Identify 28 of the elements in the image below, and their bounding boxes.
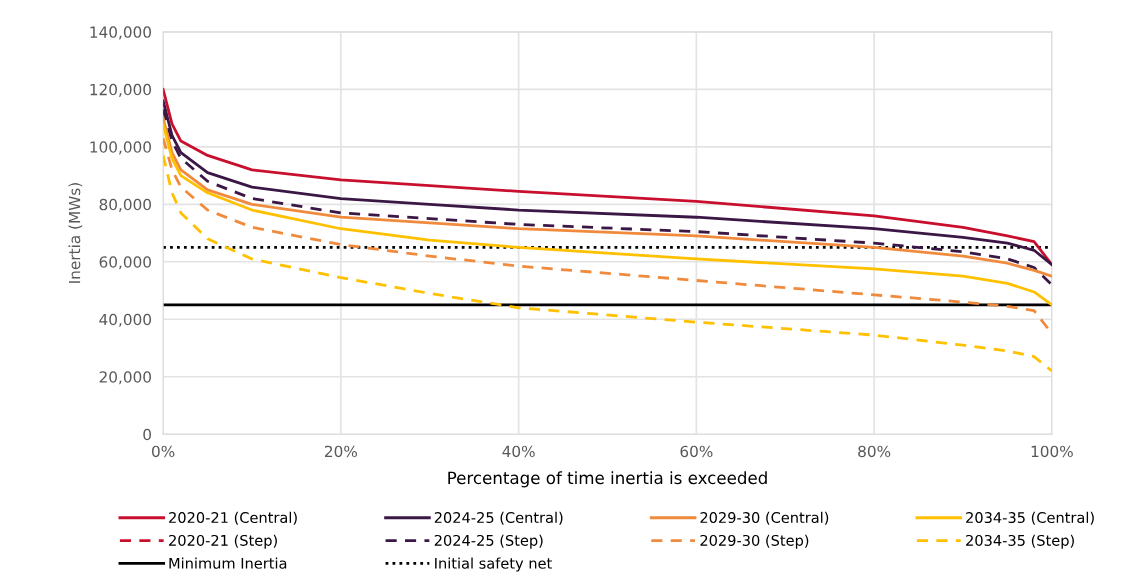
x-tick-label: 60%	[680, 445, 713, 458]
line-series	[163, 154, 1052, 373]
x-axis-title: Percentage of time inertia is exceeded	[448, 471, 767, 488]
y-tick-label: 140,000	[90, 26, 151, 40]
legend-label: 2024-25 (Step)	[434, 534, 543, 549]
legend-label: 2034-35 (Step)	[966, 534, 1074, 549]
y-tick-label: 120,000	[90, 83, 151, 97]
legend-label: 2029-30 (Central)	[700, 511, 829, 525]
y-axis-title: Inertia (MWs)	[68, 183, 83, 283]
x-tick-label: 40%	[502, 445, 535, 458]
legend-label: 2020-21 (Step)	[169, 534, 277, 549]
x-tick-label: 80%	[858, 445, 891, 458]
legend-label: 2020-21 (Central)	[169, 511, 297, 525]
line-series	[163, 122, 1052, 307]
y-tick-label: 100,000	[90, 141, 151, 155]
legend-label: 2034-35 (Central)	[966, 511, 1094, 525]
y-tick-label: 0	[143, 428, 151, 441]
y-tick-label: 40,000	[99, 313, 151, 327]
x-tick-label: 0%	[152, 445, 175, 458]
y-tick-label: 20,000	[99, 371, 151, 385]
legend-label: Initial safety net	[435, 557, 552, 572]
x-tick-label: 20%	[325, 445, 358, 458]
legend-label: Minimum Inertia	[169, 557, 287, 569]
y-tick-label: 80,000	[99, 198, 151, 212]
y-tick-label: 60,000	[99, 256, 151, 270]
x-tick-label: 100%	[1031, 445, 1073, 458]
legend-label: 2024-25 (Central)	[434, 511, 563, 525]
legend-label: 2029-30 (Step)	[700, 534, 809, 549]
